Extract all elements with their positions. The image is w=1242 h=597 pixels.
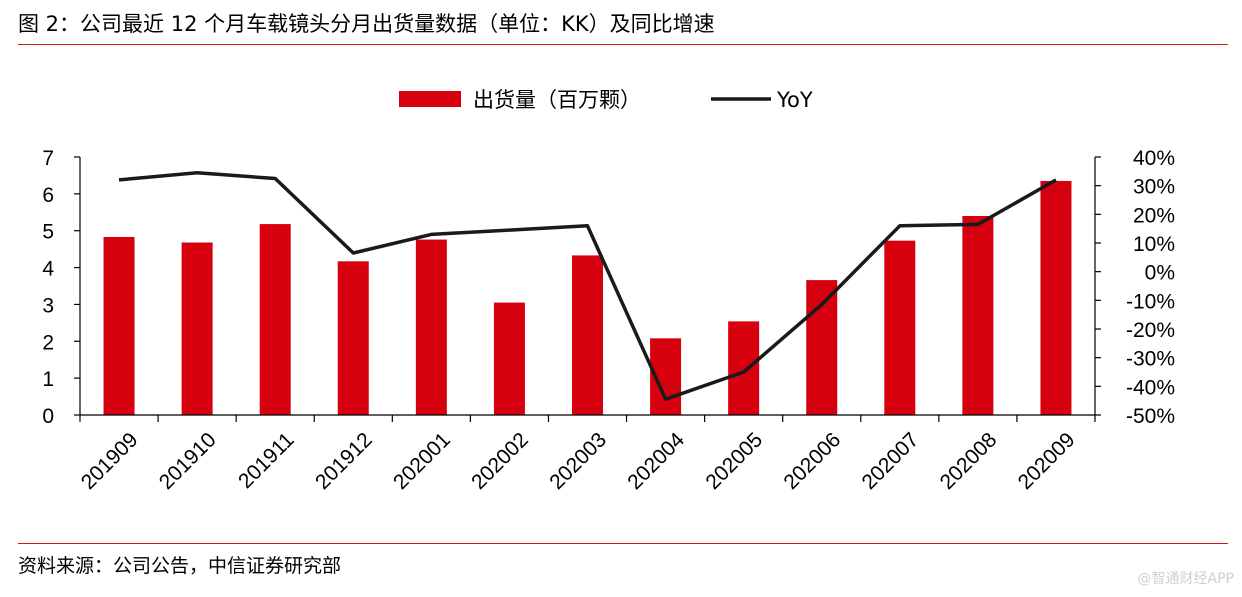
y-left-tick-label: 5 bbox=[42, 221, 54, 244]
bar-201911 bbox=[259, 224, 291, 415]
y-right-tick-label: -50% bbox=[1126, 405, 1175, 428]
x-tick-label: 202009 bbox=[1014, 428, 1080, 494]
bar-202002 bbox=[493, 302, 525, 415]
line-layer bbox=[118, 171, 1057, 401]
bar-201912 bbox=[337, 261, 369, 415]
source-rule bbox=[18, 543, 1228, 544]
y-right-tick-label: 10% bbox=[1133, 233, 1175, 256]
legend-swatch-bar bbox=[399, 91, 461, 107]
chart-title: 图 2：公司最近 12 个月车载镜头分月出货量数据（单位：KK）及同比增速 bbox=[18, 12, 715, 36]
x-tick-label: 201912 bbox=[311, 428, 377, 494]
y-left-tick-label: 0 bbox=[42, 405, 54, 428]
bar-202009 bbox=[1040, 180, 1072, 415]
bars-layer bbox=[103, 180, 1072, 415]
legend: 出货量（百万颗） YoY bbox=[399, 88, 813, 112]
watermark: @智通财经APP bbox=[1137, 571, 1234, 587]
y-right-tick-label: -20% bbox=[1126, 319, 1175, 342]
x-tick-label: 202008 bbox=[936, 428, 1002, 494]
y-right-tick-label: -40% bbox=[1126, 376, 1175, 399]
y-right-tick-label: 0% bbox=[1145, 262, 1175, 285]
x-tick-label: 202002 bbox=[467, 428, 533, 494]
y-left-tick-label: 7 bbox=[42, 147, 54, 170]
x-tick-label: 202001 bbox=[389, 428, 455, 494]
x-tick-label: 201911 bbox=[234, 428, 299, 493]
bar-202003 bbox=[572, 255, 603, 415]
x-tick-label: 202006 bbox=[779, 428, 845, 494]
bar-202007 bbox=[884, 240, 916, 415]
y-right-tick-label: 30% bbox=[1133, 176, 1175, 199]
y-left-tick-label: 2 bbox=[42, 331, 54, 354]
y-left-tick-label: 3 bbox=[42, 294, 54, 317]
bar-202005 bbox=[728, 321, 760, 415]
bar-201909 bbox=[103, 236, 135, 415]
y-right-tick-label: -10% bbox=[1126, 290, 1175, 313]
bar-202001 bbox=[415, 239, 447, 415]
bar-202006 bbox=[806, 280, 838, 415]
y-right-tick-label: 20% bbox=[1133, 204, 1175, 227]
y-left-tick-label: 1 bbox=[42, 368, 54, 391]
y-left-tick-label: 6 bbox=[42, 184, 54, 207]
legend-label-line: YoY bbox=[776, 88, 813, 112]
x-tick-label: 202007 bbox=[858, 428, 924, 494]
y-left-tick-label: 4 bbox=[42, 258, 54, 281]
y-right-tick-label: 40% bbox=[1133, 147, 1175, 170]
source-note: 资料来源：公司公告，中信证券研究部 bbox=[18, 555, 342, 577]
x-tick-label: 202004 bbox=[623, 428, 689, 494]
bar-202008 bbox=[962, 215, 994, 415]
x-tick-label: 202005 bbox=[701, 428, 767, 494]
x-tick-label: 201909 bbox=[77, 428, 143, 494]
bar-201910 bbox=[181, 242, 213, 415]
x-tick-label: 201910 bbox=[155, 428, 221, 494]
legend-label-bar: 出货量（百万颗） bbox=[473, 88, 641, 112]
x-tick-label: 202003 bbox=[545, 428, 611, 494]
title-rule bbox=[18, 44, 1228, 45]
y-right-tick-label: -30% bbox=[1126, 348, 1175, 371]
